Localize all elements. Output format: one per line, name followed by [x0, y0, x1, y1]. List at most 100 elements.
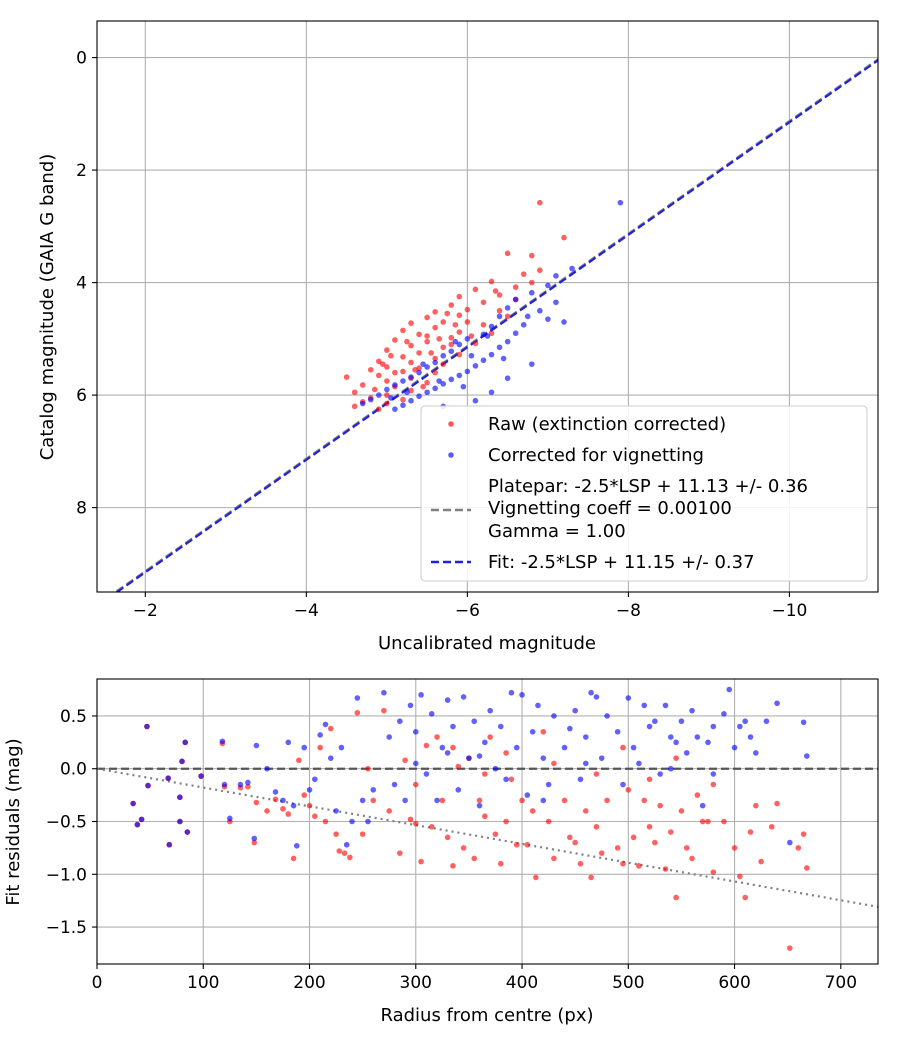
corrected-point — [620, 781, 626, 788]
corrected-point — [582, 760, 589, 767]
vignetting-trend-line — [97, 767, 878, 908]
raw-point — [588, 874, 594, 881]
raw-point — [456, 293, 463, 300]
corrected-point — [753, 750, 759, 756]
raw-point — [412, 781, 419, 788]
corrected-point — [184, 829, 191, 835]
raw-point — [376, 358, 382, 365]
bottom-chart: 0 100 200 300 400 500 600 700 0.5 0.0 −0.5 −1.0 −1.5… — [3, 678, 879, 1026]
corrected-point — [804, 753, 810, 759]
raw-point — [561, 797, 568, 804]
raw-point — [428, 350, 434, 356]
raw-point — [620, 744, 626, 751]
raw-point — [456, 351, 463, 358]
legend-corrected-label: Corrected for vignetting — [488, 445, 704, 466]
raw-point — [440, 319, 447, 325]
corrected-point — [636, 760, 642, 767]
legend-platepar-line2: Vignetting coeff = 0.00100 — [488, 498, 732, 519]
corrected-point — [416, 393, 422, 400]
y-tick-label: 0 — [76, 49, 87, 69]
corrected-point — [280, 797, 286, 804]
corrected-point — [667, 765, 674, 772]
corrected-point — [432, 385, 438, 392]
corrected-point — [763, 718, 770, 725]
corrected-point — [436, 378, 442, 384]
corrected-point — [683, 750, 690, 756]
corrected-point — [500, 355, 507, 362]
corrected-point — [407, 702, 414, 709]
corrected-point — [290, 802, 297, 809]
raw-point — [384, 364, 390, 370]
raw-point — [424, 314, 430, 321]
raw-point — [306, 802, 313, 809]
raw-point — [424, 379, 430, 386]
raw-point — [376, 372, 382, 379]
x-tick-label: 500 — [612, 973, 644, 993]
corrected-point — [553, 273, 559, 279]
raw-point — [341, 850, 348, 856]
raw-point — [424, 333, 430, 339]
x-tick-label: 300 — [400, 973, 432, 993]
corrected-point — [667, 734, 674, 740]
y-tick-label: −1.5 — [46, 918, 87, 938]
raw-point — [737, 873, 743, 880]
corrected-point — [386, 734, 393, 740]
legend-platepar-line1: Platepar: -2.5*LSP + 11.13 +/- 0.36 — [488, 476, 808, 497]
corrected-point — [440, 381, 447, 387]
corrected-point — [312, 776, 318, 783]
corrected-point — [742, 718, 748, 725]
raw-point — [747, 829, 754, 835]
raw-point — [343, 374, 350, 380]
raw-point — [657, 802, 663, 809]
corrected-point — [227, 815, 233, 822]
raw-point — [351, 389, 358, 396]
corrected-point — [504, 338, 511, 345]
raw-point — [567, 834, 573, 841]
raw-point — [512, 284, 519, 290]
corrected-point — [800, 719, 807, 726]
x-tick-label: −2 — [133, 601, 158, 621]
corrected-point — [528, 361, 535, 367]
corrected-point — [480, 357, 487, 364]
raw-point — [787, 945, 793, 951]
corrected-point — [177, 818, 183, 825]
corrected-point — [245, 779, 251, 786]
corrected-point — [423, 771, 430, 777]
corrected-point — [512, 330, 519, 337]
raw-point — [572, 839, 578, 846]
y-tick-label: 0.5 — [60, 707, 87, 727]
raw-point — [636, 863, 642, 869]
raw-point — [452, 321, 459, 328]
raw-point — [408, 359, 414, 366]
raw-point — [488, 330, 495, 337]
legend-box — [420, 405, 868, 582]
raw-point — [492, 288, 499, 294]
corrected-point — [673, 739, 679, 746]
corrected-point — [370, 787, 377, 793]
bottom-reference-lines — [97, 767, 878, 908]
raw-point — [359, 382, 366, 388]
raw-point — [359, 831, 366, 837]
raw-point — [630, 834, 637, 841]
corrected-point — [652, 718, 658, 725]
raw-point — [503, 818, 509, 825]
corrected-point — [322, 721, 329, 728]
corrected-point — [327, 755, 334, 761]
raw-point — [301, 792, 308, 798]
raw-point — [464, 319, 471, 325]
raw-point — [376, 406, 382, 412]
raw-point — [365, 765, 371, 772]
legend-fit-label: Fit: -2.5*LSP + 11.15 +/- 0.37 — [488, 552, 755, 573]
corrected-point — [354, 695, 361, 701]
raw-point — [245, 783, 251, 790]
raw-point — [598, 850, 605, 856]
corrected-point — [662, 702, 669, 709]
y-tick-label: 4 — [76, 274, 87, 294]
raw-point — [407, 816, 414, 823]
corrected-point — [646, 723, 653, 730]
legend-platepar-line3: Gamma = 1.00 — [488, 521, 626, 542]
corrected-point — [251, 835, 258, 842]
raw-point — [508, 776, 515, 783]
corrected-point — [787, 839, 793, 846]
x-tick-label: 700 — [825, 973, 857, 993]
